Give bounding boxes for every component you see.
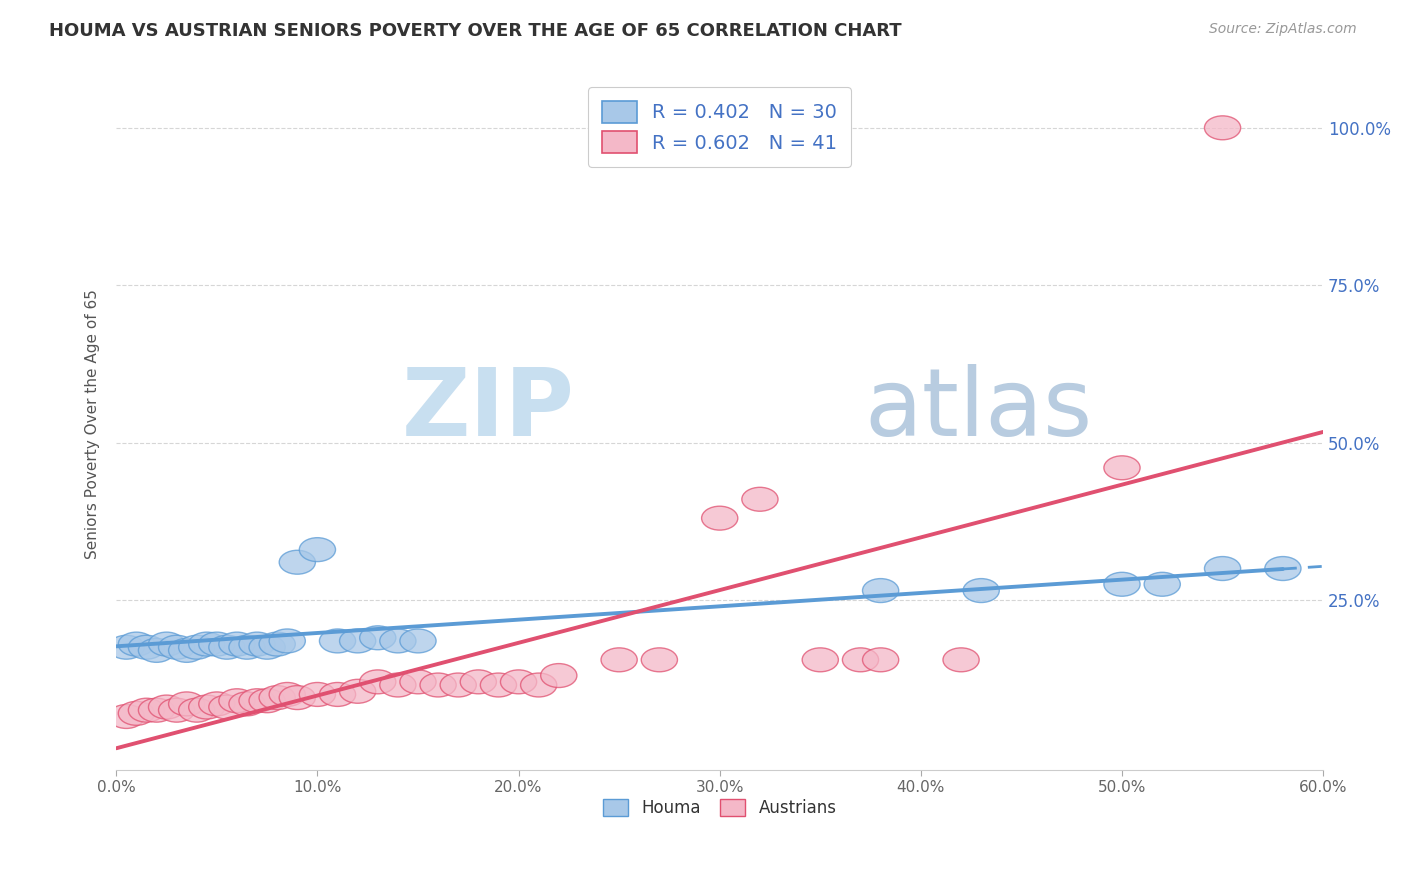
Ellipse shape: [360, 670, 396, 694]
Ellipse shape: [1104, 573, 1140, 596]
Ellipse shape: [842, 648, 879, 672]
Ellipse shape: [299, 682, 336, 706]
Legend: Houma, Austrians: Houma, Austrians: [596, 792, 844, 824]
Ellipse shape: [1144, 573, 1180, 596]
Ellipse shape: [380, 629, 416, 653]
Ellipse shape: [249, 635, 285, 659]
Ellipse shape: [520, 673, 557, 697]
Ellipse shape: [229, 692, 266, 716]
Text: atlas: atlas: [865, 364, 1092, 456]
Ellipse shape: [198, 692, 235, 716]
Ellipse shape: [501, 670, 537, 694]
Ellipse shape: [249, 689, 285, 713]
Ellipse shape: [118, 701, 155, 725]
Ellipse shape: [108, 635, 145, 659]
Ellipse shape: [209, 695, 245, 719]
Ellipse shape: [702, 506, 738, 530]
Ellipse shape: [1265, 557, 1301, 581]
Ellipse shape: [1205, 557, 1240, 581]
Ellipse shape: [1104, 456, 1140, 480]
Ellipse shape: [460, 670, 496, 694]
Ellipse shape: [219, 689, 254, 713]
Ellipse shape: [803, 648, 838, 672]
Ellipse shape: [118, 632, 155, 656]
Ellipse shape: [299, 538, 336, 562]
Ellipse shape: [169, 692, 205, 716]
Ellipse shape: [239, 632, 276, 656]
Ellipse shape: [440, 673, 477, 697]
Ellipse shape: [481, 673, 516, 697]
Ellipse shape: [541, 664, 576, 688]
Ellipse shape: [259, 632, 295, 656]
Ellipse shape: [219, 632, 254, 656]
Ellipse shape: [1205, 116, 1240, 140]
Ellipse shape: [159, 698, 194, 723]
Ellipse shape: [138, 639, 174, 663]
Ellipse shape: [339, 629, 375, 653]
Ellipse shape: [319, 629, 356, 653]
Ellipse shape: [963, 579, 1000, 602]
Ellipse shape: [280, 686, 315, 709]
Y-axis label: Seniors Poverty Over the Age of 65: Seniors Poverty Over the Age of 65: [86, 289, 100, 558]
Ellipse shape: [209, 635, 245, 659]
Ellipse shape: [420, 673, 456, 697]
Ellipse shape: [862, 579, 898, 602]
Ellipse shape: [862, 648, 898, 672]
Ellipse shape: [179, 635, 215, 659]
Text: HOUMA VS AUSTRIAN SENIORS POVERTY OVER THE AGE OF 65 CORRELATION CHART: HOUMA VS AUSTRIAN SENIORS POVERTY OVER T…: [49, 22, 901, 40]
Ellipse shape: [149, 695, 184, 719]
Ellipse shape: [339, 680, 375, 703]
Ellipse shape: [128, 635, 165, 659]
Ellipse shape: [399, 629, 436, 653]
Text: ZIP: ZIP: [402, 364, 575, 456]
Ellipse shape: [108, 705, 145, 729]
Ellipse shape: [149, 632, 184, 656]
Ellipse shape: [128, 698, 165, 723]
Ellipse shape: [188, 695, 225, 719]
Ellipse shape: [169, 639, 205, 663]
Ellipse shape: [399, 670, 436, 694]
Ellipse shape: [159, 635, 194, 659]
Ellipse shape: [380, 673, 416, 697]
Ellipse shape: [198, 632, 235, 656]
Text: Source: ZipAtlas.com: Source: ZipAtlas.com: [1209, 22, 1357, 37]
Ellipse shape: [641, 648, 678, 672]
Ellipse shape: [943, 648, 979, 672]
Ellipse shape: [319, 682, 356, 706]
Ellipse shape: [188, 632, 225, 656]
Ellipse shape: [269, 629, 305, 653]
Ellipse shape: [259, 686, 295, 709]
Ellipse shape: [179, 698, 215, 723]
Ellipse shape: [600, 648, 637, 672]
Ellipse shape: [229, 635, 266, 659]
Ellipse shape: [269, 682, 305, 706]
Ellipse shape: [239, 689, 276, 713]
Ellipse shape: [280, 550, 315, 574]
Ellipse shape: [360, 626, 396, 649]
Ellipse shape: [138, 698, 174, 723]
Ellipse shape: [742, 487, 778, 511]
